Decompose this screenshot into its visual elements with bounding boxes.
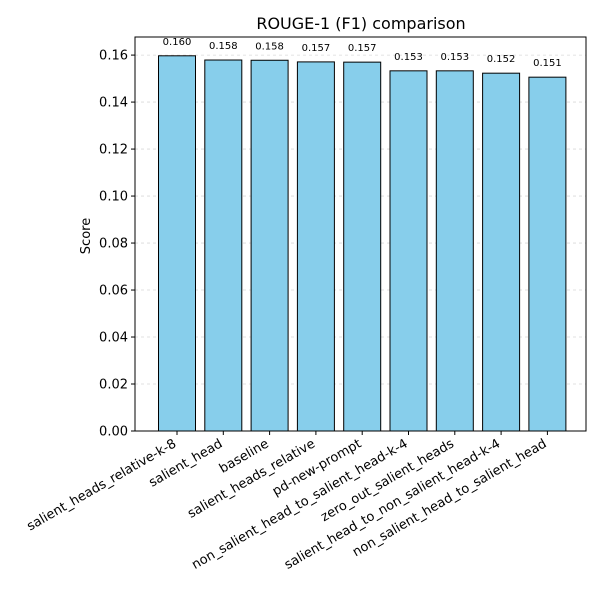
data-labels: 0.160 0.158 0.158 0.157 0.157 0.153 0.153 0.152… — [163, 37, 562, 69]
bar — [296, 61, 335, 432]
y-tick-label: 0.02 — [99, 378, 128, 393]
bar — [528, 76, 567, 432]
chart-title: ROUGE-1 (F1) comparison — [256, 14, 465, 33]
bars — [158, 55, 567, 432]
data-label: 0.152 — [487, 54, 516, 65]
y-tick-label: 0.04 — [99, 331, 128, 346]
data-label: 0.160 — [163, 37, 192, 48]
y-tick-label: 0.06 — [99, 284, 128, 299]
data-label: 0.153 — [394, 52, 423, 63]
data-label: 0.158 — [255, 41, 284, 52]
y-axis-label: Score — [79, 218, 94, 254]
data-label: 0.153 — [440, 52, 469, 63]
y-tick-label: 0.14 — [99, 96, 128, 111]
bar — [435, 70, 474, 432]
y-tick-label: 0.16 — [99, 49, 128, 64]
bar — [482, 72, 521, 432]
bar — [389, 70, 428, 432]
data-label: 0.157 — [348, 43, 377, 54]
bar — [343, 61, 382, 432]
y-tick-label: 0.08 — [99, 237, 128, 252]
y-tick-label: 0.00 — [99, 425, 128, 440]
bar — [204, 59, 243, 432]
y-tick-label: 0.12 — [99, 143, 128, 158]
plot-frame — [134, 36, 587, 432]
bar — [158, 55, 196, 432]
data-label: 0.158 — [209, 41, 238, 52]
bar — [250, 59, 289, 432]
data-label: 0.151 — [533, 58, 562, 69]
y-tick-label: 0.10 — [99, 190, 128, 205]
data-label: 0.157 — [302, 43, 331, 54]
